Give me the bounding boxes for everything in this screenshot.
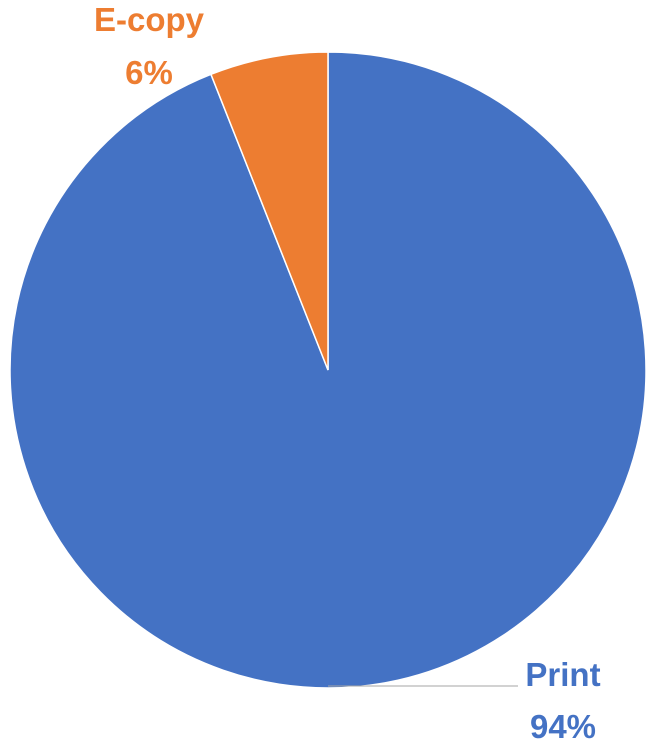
label-ecopy-percent: 6% [125, 54, 173, 91]
pie-slice-e-copy [209, 51, 329, 371]
label-ecopy-category: E-copy [94, 1, 205, 38]
label-print-category: Print [525, 656, 600, 693]
pie-slices [9, 51, 647, 689]
label-print-percent: 94% [530, 708, 596, 745]
